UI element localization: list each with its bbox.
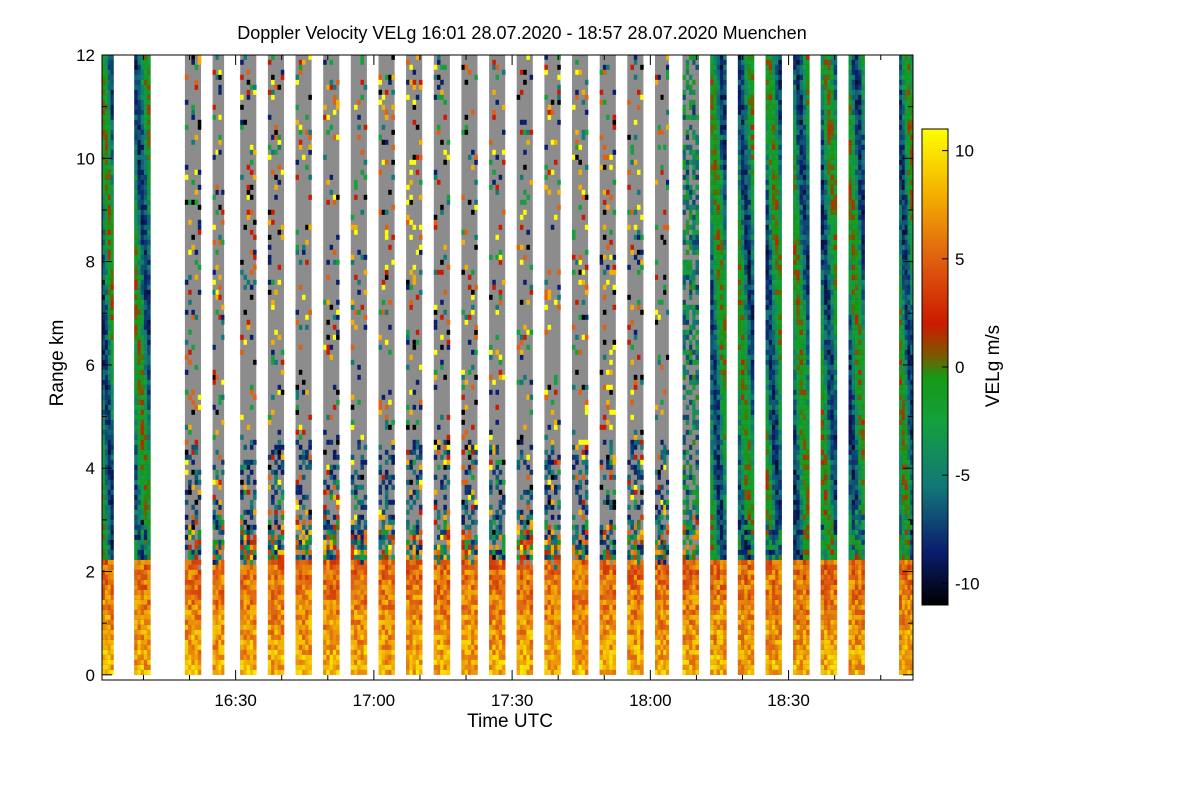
scan-column [240,54,257,675]
colorbar-tick-label: -5 [955,466,970,485]
scan-column [378,54,395,675]
x-tick: 17:30 [491,55,534,710]
x-tick-label: 18:30 [767,691,810,710]
colorbar-tick: -5 [942,466,970,485]
scan-column [516,54,534,675]
y-tick-label: 4 [86,459,95,478]
scan-column [765,54,782,675]
plot-area [101,54,914,681]
y-tick-label: 2 [86,563,95,582]
y-tick: 6 [86,356,913,375]
colorbar-tick: 10 [942,142,974,161]
colorbar-tick-label: -10 [955,574,980,593]
colorbar: 10 5 0 -5 -10 VELg m/s [921,128,1004,606]
scan-column [406,54,423,675]
y-tick: 12 [76,46,913,65]
x-tick-label: 17:00 [353,691,396,710]
scan-column [899,54,914,675]
scan-columns [102,54,914,675]
colorbar-tick: -10 [942,574,980,593]
y-tick: 8 [86,253,913,272]
scan-column [599,55,617,675]
y-tick: 4 [86,459,913,478]
y-tick-label: 10 [76,149,95,168]
scan-column [848,54,865,675]
scan-column [489,55,506,675]
scan-column [184,54,202,675]
scan-column [544,54,561,675]
scan-column [710,54,727,675]
scan-column [737,54,755,675]
colorbar-ticks: 10 5 0 -5 -10 [942,142,980,593]
colorbar-label: VELg m/s [983,325,1004,407]
y-tick-label: 8 [86,253,95,272]
scan-column [820,54,838,675]
scan-column [793,54,810,675]
colorbar-tick-label: 0 [955,358,964,377]
y-tick-label: 12 [76,46,95,65]
x-tick-label: 17:30 [491,691,534,710]
x-tick: 18:00 [629,55,672,710]
scan-column [461,55,478,675]
scan-column [655,54,670,675]
scan-column [295,54,312,675]
y-axis: 0 2 4 6 8 10 12 [76,46,913,685]
scan-column [572,55,589,675]
y-axis-label: Range km [47,320,68,407]
x-tick-label: 18:00 [629,691,672,710]
x-tick: 18:30 [767,55,810,710]
scan-column [212,54,225,675]
scan-column [682,54,699,675]
scan-column [267,54,285,675]
colorbar-tick-label: 5 [955,250,964,269]
y-tick-label: 0 [86,666,95,685]
scan-column [350,54,368,675]
x-tick-label: 16:30 [214,691,257,710]
x-axis-label: Time UTC [467,711,553,732]
y-tick: 2 [86,563,913,582]
x-tick: 17:00 [353,55,396,710]
colorbar-tick: 5 [942,250,964,269]
scan-column [323,55,340,675]
chart-title: Doppler Velocity VELg 16:01 28.07.2020 -… [237,23,806,43]
colorbar-tick: 0 [942,358,964,377]
x-tick: 16:30 [214,55,257,710]
y-tick: 10 [76,149,913,168]
y-tick-label: 6 [86,356,95,375]
plot-frame [101,54,914,681]
y-tick: 0 [86,666,913,685]
scan-column [134,54,151,675]
scan-column [433,54,451,675]
colorbar-tick-label: 10 [955,142,974,161]
x-axis: 16:30 17:00 17:30 18:00 18:30 [142,55,882,710]
scan-column [627,54,644,675]
